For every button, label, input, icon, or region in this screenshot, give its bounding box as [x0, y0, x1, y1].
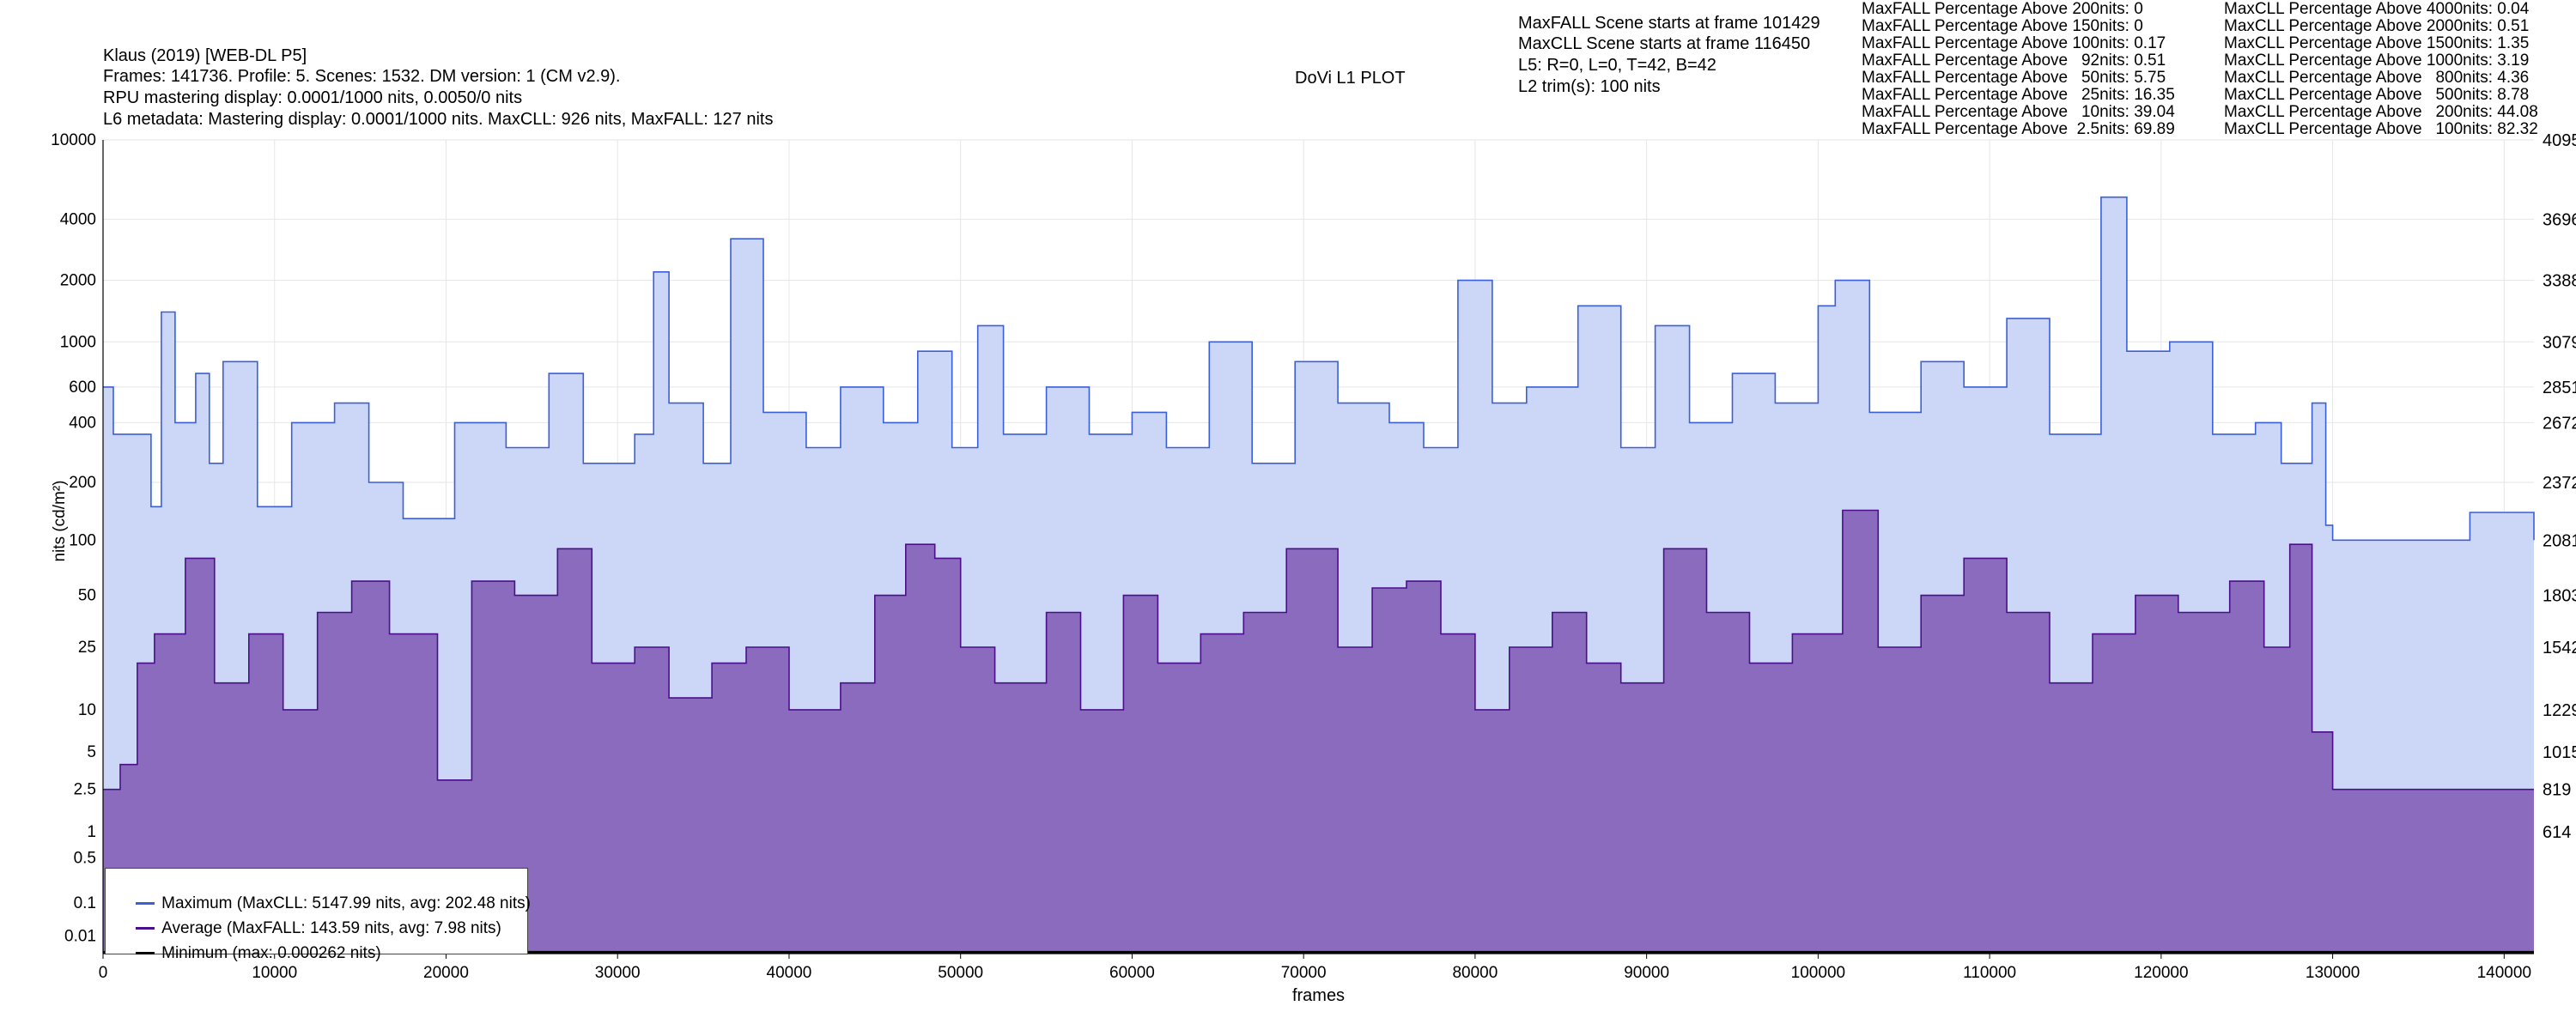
y-tick-label: 0.1 [74, 894, 96, 912]
y2-tick-label: 819 [2543, 781, 2571, 800]
y2-tick-label: 2081 [2543, 531, 2576, 550]
maxcll-stat-line: MaxCLL Percentage Above 200nits: 44.08 [2224, 103, 2538, 121]
x-tick-label: 20000 [423, 964, 469, 982]
y2-tick-label: 2851 [2543, 379, 2576, 397]
x-tick-label: 10000 [252, 964, 297, 982]
y-tick-label: 5 [87, 743, 96, 761]
x-tick-label: 0 [99, 964, 108, 982]
y2-tick-label: 2672 [2543, 414, 2576, 433]
x-tick-label: 130000 [2306, 964, 2360, 982]
y2-tick-label: 2372 [2543, 474, 2576, 493]
x-tick-label: 60000 [1109, 964, 1155, 982]
maxcll-stat-line: MaxCLL Percentage Above 1500nits: 1.35 [2224, 34, 2530, 52]
maxcll-stat-line: MaxCLL Percentage Above 800nits: 4.36 [2224, 69, 2530, 87]
maxfall-stat-line: MaxFALL Percentage Above 50nits: 5.75 [1862, 69, 2166, 87]
series-area-average [103, 510, 2534, 954]
y2-tick-label: 614 [2543, 823, 2571, 842]
legend-item-minimum: Minimum (max: 0.000262 nits) [118, 925, 381, 982]
maxfall-stat-line: MaxFALL Percentage Above 92nits: 0.51 [1862, 52, 2166, 70]
rpu-mastering-info: RPU mastering display: 0.0001/1000 nits,… [103, 88, 523, 107]
y-tick-label: 100 [69, 531, 96, 549]
y2-tick-label: 1542 [2543, 639, 2576, 657]
x-tick-label: 50000 [938, 964, 983, 982]
x-tick-label: 40000 [767, 964, 812, 982]
legend-swatch-maximum [136, 902, 155, 906]
y-tick-label: 4000 [60, 210, 96, 228]
legend-item-maximum: Maximum (MaxCLL: 5147.99 nits, avg: 202.… [118, 876, 531, 932]
y2-tick-label: 1803 [2543, 587, 2576, 606]
y-tick-label: 1000 [60, 333, 96, 351]
legend-swatch-average [136, 927, 155, 930]
x-tick-label: 110000 [1963, 964, 2016, 982]
x-tick-label: 120000 [2134, 964, 2188, 982]
maxcll-stat-line: MaxCLL Percentage Above 1000nits: 3.19 [2224, 52, 2530, 70]
plot-name: DoVi L1 PLOT [1295, 69, 1406, 88]
maxfall-scene-info: MaxFALL Scene starts at frame 101429 [1518, 14, 1820, 33]
legend-label-average: Average (MaxFALL: 143.59 nits, avg: 7.98… [161, 919, 501, 937]
x-axis-label: frames [1292, 986, 1345, 1005]
y-tick-label: 2.5 [74, 781, 96, 799]
y2-tick-label: 1229 [2543, 701, 2576, 720]
x-tick-label: 70000 [1281, 964, 1327, 982]
y2-tick-label: 3079 [2543, 333, 2576, 352]
maxfall-stat-line: MaxFALL Percentage Above 150nits: 0 [1862, 17, 2143, 35]
legend-label-minimum: Minimum (max: 0.000262 nits) [161, 944, 381, 962]
l2-trim-info: L2 trim(s): 100 nits [1518, 77, 1661, 96]
series-line-maximum [103, 196, 2535, 542]
y-tick-label: 25 [78, 639, 96, 657]
y-axis-label: nits (cd/m²) [51, 481, 69, 562]
y-tick-label: 600 [69, 379, 96, 397]
x-tick-label: 80000 [1452, 964, 1498, 982]
maxfall-stat-line: MaxFALL Percentage Above 200nits: 0 [1862, 0, 2143, 18]
maxcll-stat-line: MaxCLL Percentage Above 100nits: 82.32 [2224, 120, 2538, 138]
chart-title: Klaus (2019) [WEB-DL P5] [103, 46, 307, 65]
x-tick-label: 90000 [1624, 964, 1669, 982]
y-tick-label: 10000 [51, 131, 96, 149]
maxfall-stat-line: MaxFALL Percentage Above 10nits: 39.04 [1862, 103, 2175, 121]
legend: Maximum (MaxCLL: 5147.99 nits, avg: 202.… [105, 868, 531, 962]
y2-tick-label: 4095 [2543, 131, 2576, 150]
maxcll-scene-info: MaxCLL Scene starts at frame 116450 [1518, 34, 1811, 53]
y-tick-label: 400 [69, 414, 96, 432]
maxcll-stat-line: MaxCLL Percentage Above 4000nits: 0.04 [2224, 0, 2530, 18]
frames-info: Frames: 141736. Profile: 5. Scenes: 1532… [103, 67, 621, 86]
axes: 0.01 0.1 0.5 1 2.5 5 10 25 50 100 200 400 600 1000 200… [51, 131, 2576, 1005]
legend-swatch-minimum [136, 952, 155, 955]
maxfall-stat-line: MaxFALL Percentage Above 25nits: 16.35 [1862, 86, 2175, 104]
y2-tick-label: 3696 [2543, 210, 2576, 229]
legend-label-maximum: Maximum (MaxCLL: 5147.99 nits, avg: 202.… [161, 894, 531, 912]
y2-tick-label: 1015 [2543, 743, 2576, 762]
y-tick-label: 2000 [60, 272, 96, 290]
maxfall-stat-line: MaxFALL Percentage Above 100nits: 0.17 [1862, 34, 2166, 52]
l6-metadata-info: L6 metadata: Mastering display: 0.0001/1… [103, 110, 774, 129]
maxfall-stat-line: MaxFALL Percentage Above 2.5nits: 69.89 [1862, 120, 2175, 138]
y2-tick-label: 3388 [2543, 272, 2576, 291]
x-tick-label: 30000 [595, 964, 641, 982]
l5-info: L5: R=0, L=0, T=42, B=42 [1518, 56, 1716, 75]
legend-item-average: Average (MaxFALL: 143.59 nits, avg: 7.98… [118, 900, 501, 957]
y-tick-label: 1 [87, 823, 96, 841]
series-line-average [103, 509, 2534, 791]
y-tick-label: 200 [69, 474, 96, 492]
y-tick-label: 0.5 [74, 850, 96, 868]
maxcll-stat-line: MaxCLL Percentage Above 500nits: 8.78 [2224, 86, 2530, 104]
x-tick-label: 140000 [2477, 964, 2531, 982]
y-tick-label: 50 [78, 587, 96, 605]
y-tick-label: 10 [78, 701, 96, 719]
y-tick-label: 0.01 [64, 928, 96, 946]
x-tick-label: 100000 [1791, 964, 1845, 982]
maxcll-stat-line: MaxCLL Percentage Above 2000nits: 0.51 [2224, 17, 2530, 35]
